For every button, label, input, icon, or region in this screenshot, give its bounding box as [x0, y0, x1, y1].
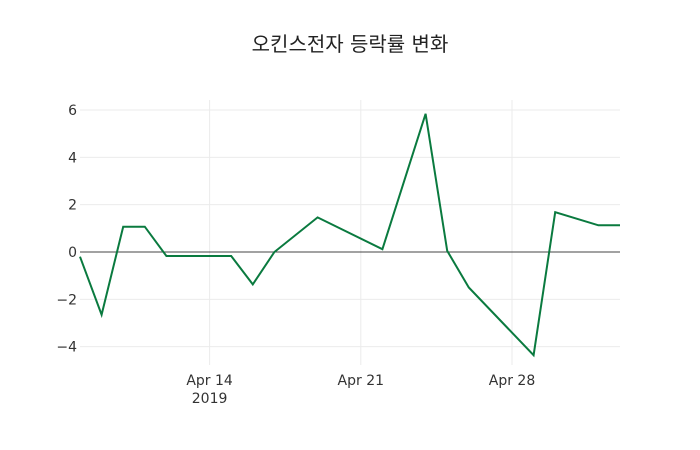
y-tick-label: 2 — [68, 198, 77, 214]
y-tick-label: 6 — [68, 103, 77, 119]
x-tick-year-label: 2019 — [192, 391, 228, 407]
series-line — [79, 113, 620, 358]
y-tick-label: −2 — [56, 292, 77, 308]
x-axis-ticks: Apr 14 2019 Apr 21 Apr 28 — [186, 373, 535, 407]
y-tick-label: 4 — [68, 150, 77, 166]
y-tick-label: 0 — [68, 245, 77, 261]
chart-title: 오킨스전자 등락률 변화 — [251, 32, 449, 56]
x-tick-label: Apr 28 — [489, 373, 535, 389]
x-tick-label: Apr 14 — [186, 373, 233, 389]
y-tick-label: −4 — [56, 340, 77, 356]
gridlines — [80, 100, 620, 365]
x-tick-label: Apr 21 — [338, 373, 384, 389]
y-axis-ticks: 6 4 2 0 −2 −4 — [56, 103, 77, 356]
